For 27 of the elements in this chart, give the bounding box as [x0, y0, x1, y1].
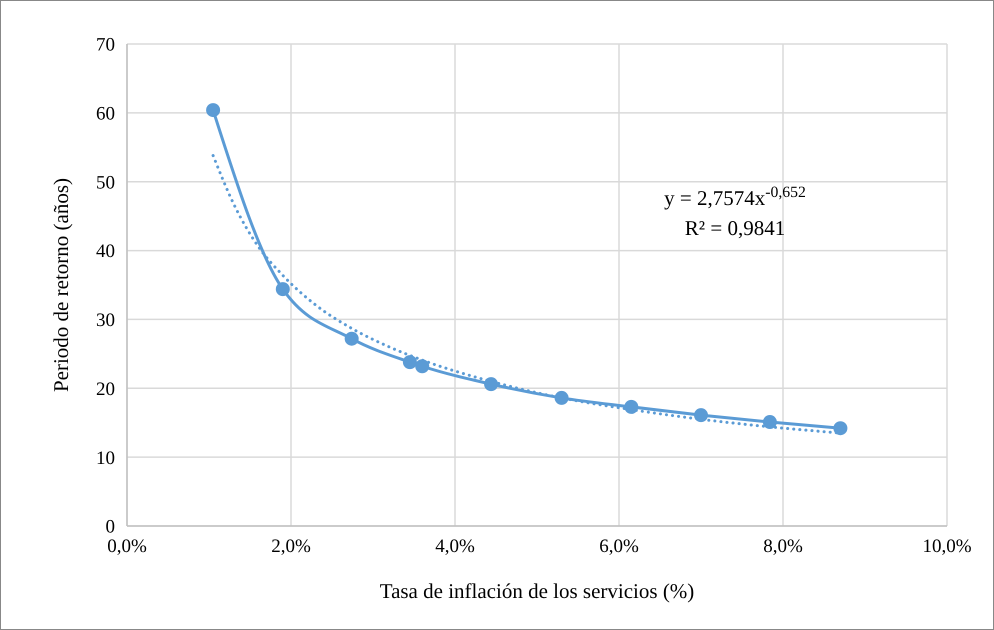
point — [402, 355, 417, 370]
point — [276, 282, 290, 296]
x-tick-label: 6,0% — [599, 536, 639, 557]
x-tick-label: 8,0% — [763, 536, 803, 557]
x-axis-title: Tasa de inflación de los servicios (%) — [380, 579, 694, 603]
x-tick-label: 10,0% — [922, 536, 972, 557]
y-axis-title: Periodo de retorno (años) — [49, 178, 73, 392]
y-tick-label: 50 — [96, 172, 115, 194]
point — [554, 390, 569, 405]
y-tick-label: 60 — [96, 104, 115, 125]
y-tick-label: 70 — [96, 34, 115, 56]
y-tick-label: 40 — [96, 241, 115, 262]
y-tick-label: 0 — [106, 516, 115, 538]
annotation: R² = 0,9841 — [684, 216, 786, 240]
annotation: y = 2,7574x$^{-0,652}$ — [664, 184, 806, 210]
x-tick-label: 0,0% — [107, 536, 147, 557]
y-tick-label: 10 — [96, 448, 115, 469]
x-tick-label: 4,0% — [435, 536, 475, 557]
point — [833, 421, 848, 436]
y-tick-label: 30 — [96, 310, 115, 332]
x-tick-label: 2,0% — [271, 536, 311, 557]
y-tick-label: 20 — [96, 378, 115, 400]
point — [694, 408, 708, 422]
point — [762, 415, 777, 430]
point — [344, 332, 359, 346]
point — [206, 103, 220, 118]
point — [415, 359, 430, 374]
